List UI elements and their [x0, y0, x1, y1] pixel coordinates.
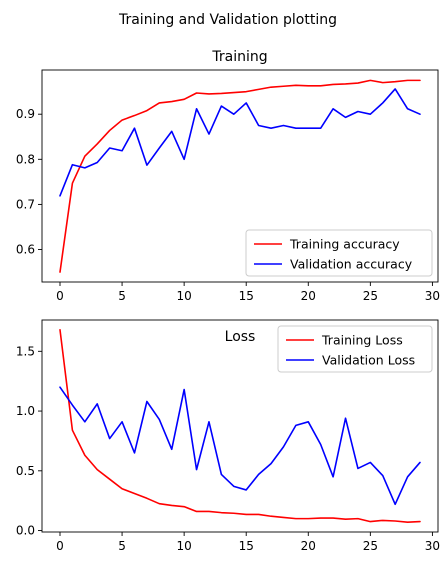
loss-x-tick-label: 0: [56, 539, 64, 553]
training-y-tick-label: 0.8: [16, 152, 35, 166]
training-chart-title: Training: [211, 49, 267, 65]
loss-chart-title: Loss: [225, 329, 256, 345]
loss-legend-label: Training Loss: [321, 333, 403, 348]
training-series-line-training-accuracy: [59, 79, 421, 273]
training-y-tick-label: 0.6: [16, 243, 35, 257]
training-y-tick-label: 0.9: [16, 107, 35, 121]
loss-y-tick-label: 1.0: [16, 404, 35, 418]
loss-legend-label: Validation Loss: [322, 353, 415, 368]
training-series-line-validation-accuracy: [59, 88, 421, 197]
loss-axes-frame: [41, 319, 439, 533]
training-x-tick-label: 25: [363, 289, 378, 303]
training-legend-label: Validation accuracy: [290, 257, 413, 272]
loss-chart: Loss 0 5 10 15 20 25 30 0.0 0.5 1.0 1.5 Training Los…: [16, 319, 440, 553]
training-y-tick-label: 0.7: [16, 197, 35, 211]
loss-x-tick-label: 5: [118, 539, 126, 553]
loss-legend-box: [277, 325, 433, 373]
training-x-tick-label: 10: [176, 289, 191, 303]
training-legend-label: Training accuracy: [289, 237, 400, 252]
training-x-tick-label: 0: [56, 289, 64, 303]
training-axes-frame: [41, 69, 439, 283]
training-accuracy-chart: Training 0 5 10 15 20 25 30 0.6 0.7 0.8 0.9 Training…: [16, 49, 440, 303]
loss-y-tick-label: 1.5: [16, 344, 35, 358]
loss-y-tick-label: 0.0: [16, 524, 35, 538]
figure-title: Training and Validation plotting: [118, 12, 337, 28]
training-x-tick-label: 20: [301, 289, 316, 303]
loss-x-tick-label: 20: [301, 539, 316, 553]
loss-series-line-validation-loss: [59, 386, 421, 506]
loss-y-tick-label: 0.5: [16, 464, 35, 478]
loss-series-line-training-loss: [59, 328, 421, 524]
loss-x-tick-label: 10: [176, 539, 191, 553]
loss-x-tick-label: 25: [363, 539, 378, 553]
loss-legend: Training Loss Validation Loss: [277, 325, 433, 373]
loss-x-tick-label: 30: [425, 539, 440, 553]
training-x-tick-label: 5: [118, 289, 126, 303]
training-legend-box: [245, 229, 433, 277]
training-x-tick-label: 30: [425, 289, 440, 303]
training-legend: Training accuracy Validation accuracy: [245, 229, 433, 277]
training-x-tick-label: 15: [239, 289, 254, 303]
loss-x-tick-label: 15: [239, 539, 254, 553]
